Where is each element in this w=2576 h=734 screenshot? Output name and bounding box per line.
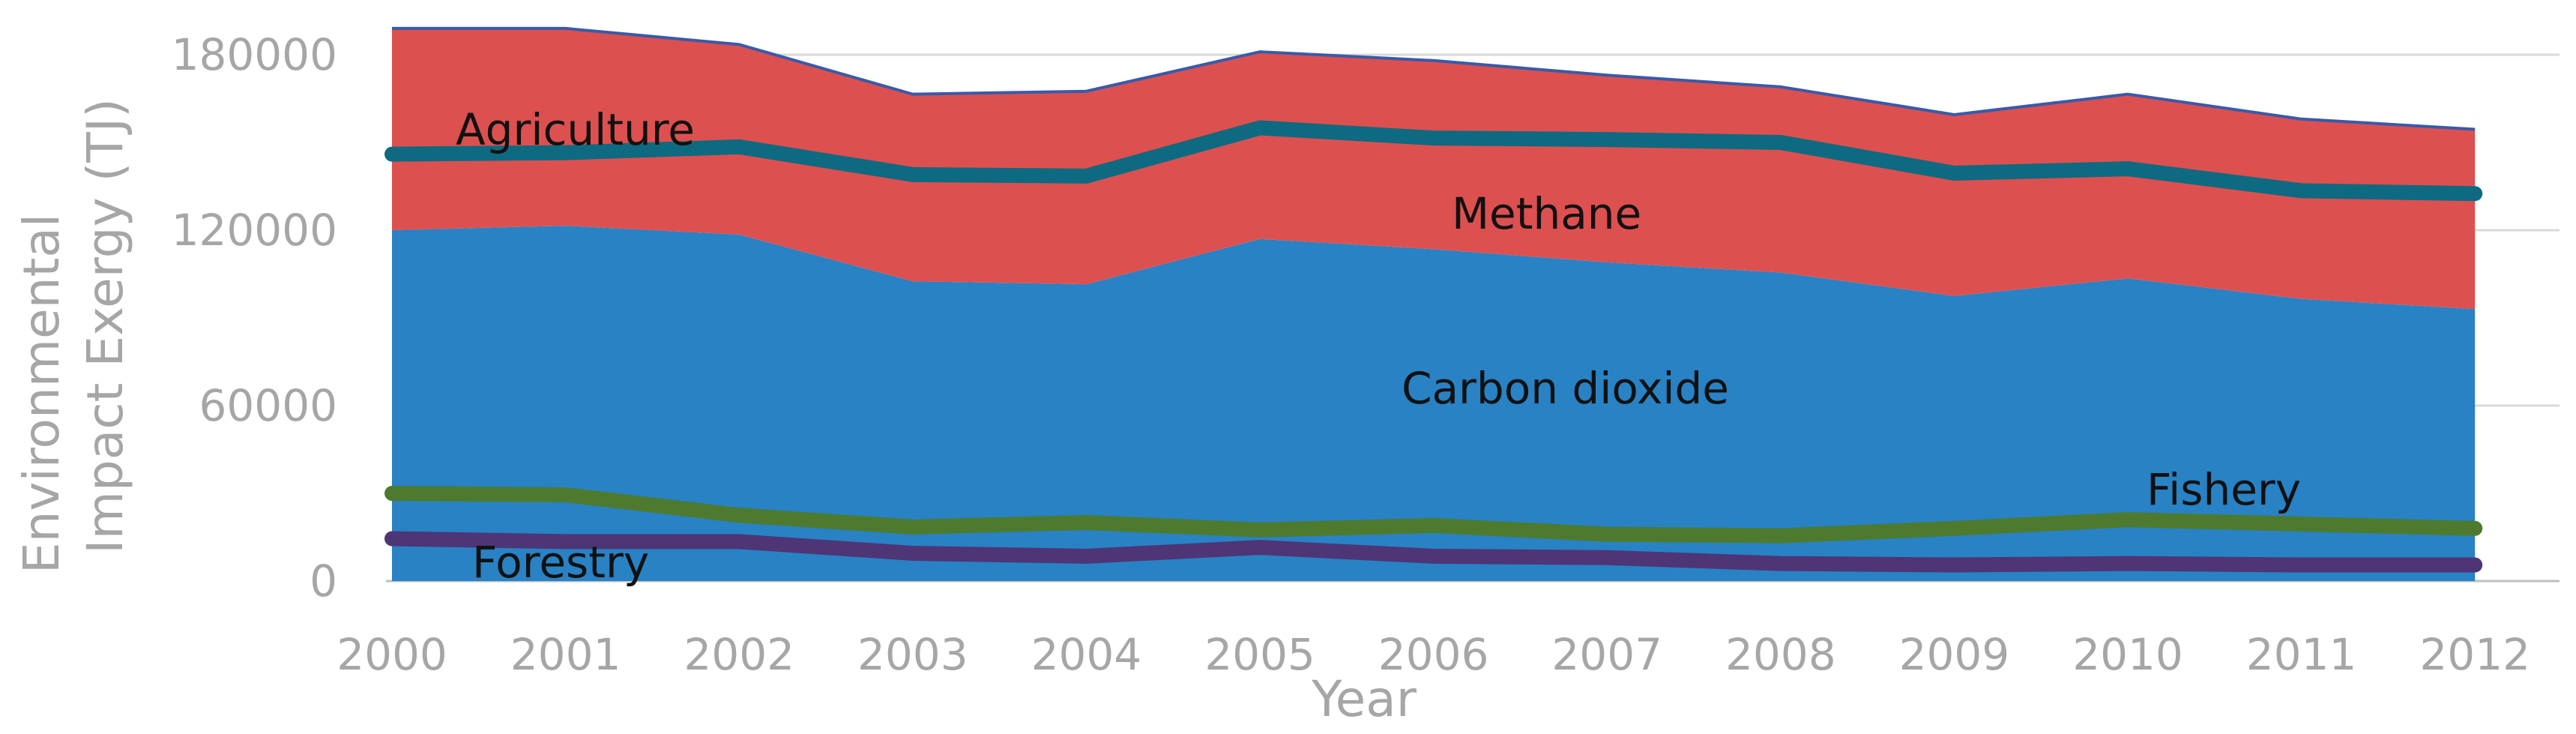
line-fishery [384, 486, 2483, 544]
y-tick-label: 60000 [199, 380, 337, 431]
y-tick-label: 120000 [172, 205, 337, 256]
x-tick-label: 2006 [1378, 629, 1489, 680]
line-forestry [384, 531, 2483, 573]
x-tick-label: 2008 [1725, 629, 1836, 680]
stack-top-edge [392, 26, 2476, 131]
label-agriculture: Agriculture [456, 104, 695, 155]
x-tick-label: 2003 [857, 629, 968, 680]
x-tick-label: 2005 [1204, 629, 1315, 680]
x-tick-label: 2000 [337, 629, 447, 680]
x-tick-label: 2009 [1899, 629, 2010, 680]
x-tick-label: 2011 [2246, 629, 2357, 680]
y-tick-label: 180000 [172, 29, 337, 80]
x-tick-label: 2004 [1031, 629, 1142, 680]
area-methane [392, 28, 2476, 310]
y-tick-label: 0 [310, 556, 337, 607]
label-forestry: Forestry [472, 537, 649, 588]
y-axis-title-line-1: Environmental [13, 214, 70, 574]
y-axis-title-line-2: Impact Exergy (TJ) [76, 98, 134, 554]
x-tick-label: 2010 [2072, 629, 2183, 680]
x-axis-title: Year [1311, 670, 1417, 728]
x-tick-label: 2002 [684, 629, 794, 680]
label-methane: Methane [1452, 188, 1641, 239]
x-tick-label: 2001 [510, 629, 621, 680]
line-agriculture [384, 120, 2483, 202]
series-lines [384, 120, 2483, 573]
y-axis-ticks: 0 60000 120000 180000 [172, 29, 337, 607]
x-axis-ticks: 2000 2001 2002 2003 2004 2005 2006 2007 2008 2009… [337, 629, 2530, 680]
area-carbon [392, 226, 2476, 581]
x-tick-label: 2007 [1551, 629, 1662, 680]
x-tick-label: 2012 [2419, 629, 2530, 680]
stacked-areas [392, 26, 2476, 581]
label-carbon-dioxide: Carbon dioxide [1402, 363, 1729, 414]
label-fishery: Fishery [2147, 464, 2301, 515]
